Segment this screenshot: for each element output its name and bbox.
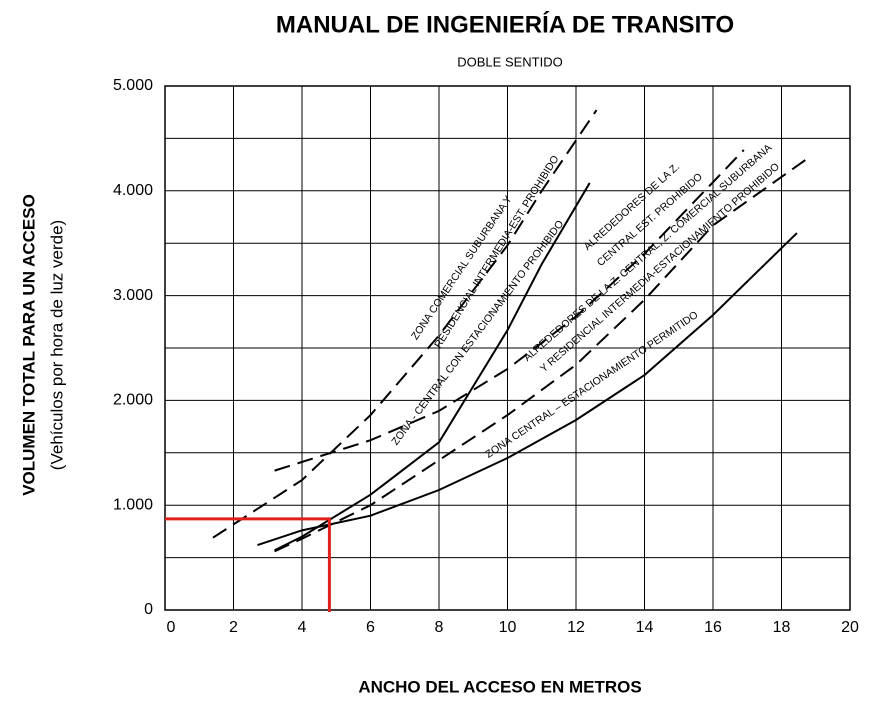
x-tick-label: 12 <box>567 619 585 636</box>
chart-subtitle: DOBLE SENTIDO <box>457 54 562 69</box>
curve <box>257 232 798 546</box>
curve-annotation: ALREDEDORES DE LA Z. CENTRAL, Z. COMERCI… <box>521 142 774 364</box>
y-tick-label: 5.000 <box>113 77 153 94</box>
y-tick-label: 4.000 <box>113 182 153 199</box>
y-tick-label: 1.000 <box>113 496 153 513</box>
reference-line <box>165 517 331 612</box>
y-tick-label: 2.000 <box>113 392 153 409</box>
x-tick-label: 14 <box>636 619 654 636</box>
x-tick-label: 20 <box>841 619 859 636</box>
chart-title: MANUAL DE INGENIERÍA DE TRANSITO <box>276 10 734 38</box>
curve <box>274 182 591 552</box>
curve <box>274 159 807 553</box>
y-tick-label: 0 <box>144 601 153 618</box>
y-axis-note: (Vehículos por hora de luz verde) <box>47 220 66 470</box>
curve <box>274 149 745 472</box>
x-tick-label: 2 <box>229 619 238 636</box>
x-tick-label: 16 <box>704 619 722 636</box>
x-tick-label: 4 <box>298 619 307 636</box>
x-tick-label: 10 <box>499 619 517 636</box>
x-tick-label: 0 <box>167 619 176 636</box>
y-axis-label: VOLUMEN TOTAL PARA UN ACCESO <box>19 194 38 496</box>
y-tick-label: 3.000 <box>113 287 153 304</box>
x-axis-label: ANCHO DEL ACCESO EN METROS <box>358 677 641 696</box>
curve <box>212 109 598 539</box>
x-tick-label: 6 <box>366 619 375 636</box>
curve-annotation: ZONA COMERCIAL SUBURBANA Y <box>409 194 515 342</box>
x-tick-label: 18 <box>773 619 791 636</box>
x-tick-label: 8 <box>435 619 444 636</box>
